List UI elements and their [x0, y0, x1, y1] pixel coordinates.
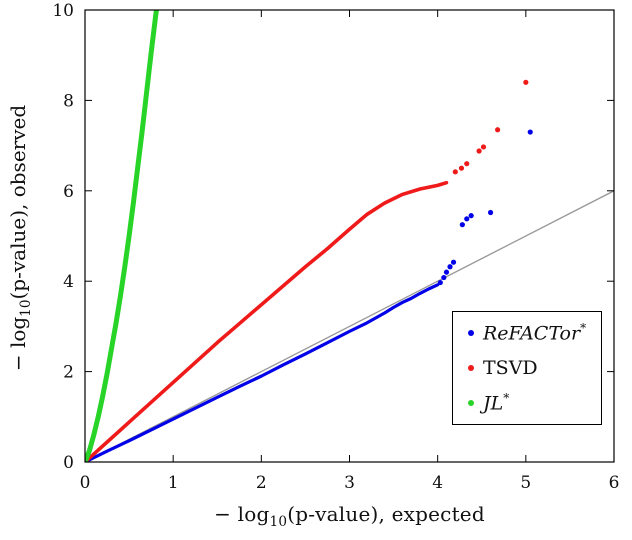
y-tick-label: 8 — [63, 91, 74, 111]
y-tick-label: 0 — [63, 453, 74, 473]
y-axis-label-post: (p-value), observed — [6, 104, 30, 300]
x-axis-label-sub: 10 — [269, 514, 288, 530]
series-curve-jl — [85, 10, 159, 462]
legend-marker-tsvd — [468, 365, 474, 371]
legend-marker-refactor — [468, 330, 474, 337]
legend-entry-tsvd: TSVD — [453, 356, 601, 379]
plot-frame — [84, 9, 615, 463]
x-tick-label: 6 — [609, 473, 620, 493]
legend-label-jl: JL* — [483, 391, 510, 415]
series-point-refactor — [447, 264, 453, 270]
series-point-tsvd — [458, 165, 465, 171]
series-curve-refactor — [85, 283, 440, 462]
series-point-tsvd — [480, 144, 487, 150]
y-tick-label: 6 — [63, 182, 74, 202]
x-tick-label: 5 — [520, 473, 531, 493]
series-point-tsvd — [476, 148, 482, 154]
y-tick-label: 10 — [52, 1, 74, 21]
series-point-refactor — [468, 213, 474, 219]
x-axis-label-pre: − log — [214, 502, 270, 526]
series-point-tsvd — [452, 169, 458, 175]
series-point-refactor — [459, 222, 465, 228]
x-tick-label: 4 — [432, 473, 443, 493]
x-axis-label-post: (p-value), expected — [287, 502, 485, 526]
legend-label-tsvd: TSVD — [483, 356, 538, 379]
legend-label-sup: * — [580, 321, 587, 336]
y-tick-label: 2 — [63, 363, 74, 383]
series-point-refactor — [487, 209, 494, 216]
series-curve-tsvd — [85, 180, 449, 462]
series-point-refactor — [527, 129, 533, 135]
legend-label-refactor: ReFACTor* — [483, 321, 587, 345]
x-tick-label: 0 — [80, 473, 91, 493]
reference-line — [85, 190, 614, 462]
legend-entry-jl: JL* — [453, 392, 601, 413]
series-point-refactor — [443, 269, 450, 275]
x-axis-label: − log10(p-value), expected — [85, 502, 614, 530]
legend-label-sup: * — [503, 391, 510, 406]
series-point-refactor — [441, 274, 447, 281]
legend-marker-jl — [468, 399, 474, 406]
series-point-tsvd — [523, 79, 529, 85]
series-point-refactor — [450, 259, 457, 265]
series-point-tsvd — [495, 127, 501, 133]
y-axis-label-pre: − log — [6, 316, 30, 372]
x-tick-label: 1 — [168, 473, 179, 493]
series-point-refactor — [437, 279, 443, 286]
y-tick-label: 4 — [63, 272, 74, 292]
y-axis-label-sub: 10 — [18, 299, 34, 317]
x-tick-label: 2 — [256, 473, 267, 493]
series-point-tsvd — [464, 161, 470, 167]
x-tick-label: 3 — [344, 473, 355, 493]
legend-entry-refactor: ReFACTor* — [453, 322, 601, 343]
y-axis-label: − log10(p-value), observed — [6, 12, 34, 464]
series-point-refactor — [464, 216, 470, 222]
plot-legend: ReFACTor* TSVD JL* — [452, 311, 602, 425]
